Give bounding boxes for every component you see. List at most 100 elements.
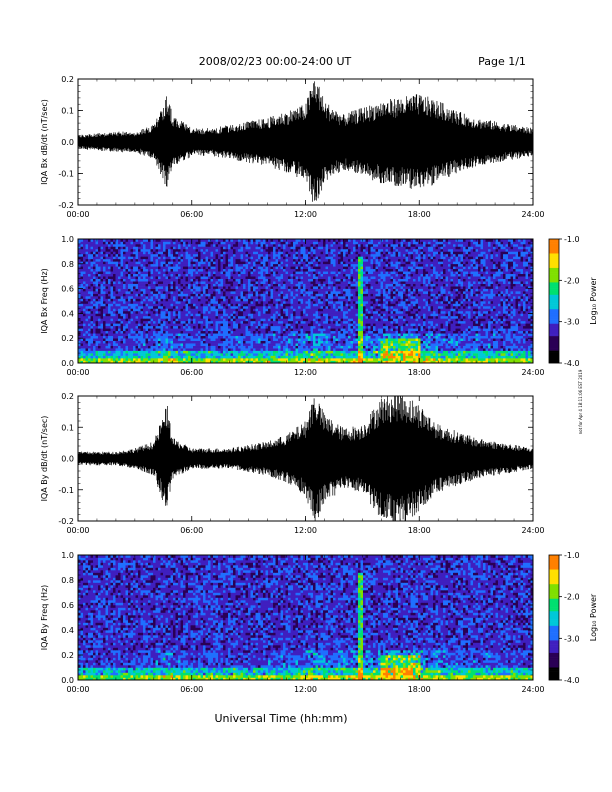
heatmap-cell xyxy=(348,320,351,324)
heatmap-cell xyxy=(343,353,346,356)
heatmap-cell xyxy=(258,338,261,341)
heatmap-cell xyxy=(370,335,374,339)
heatmap-cell xyxy=(145,333,149,337)
heatmap-cell xyxy=(408,340,411,344)
heatmap-cell xyxy=(210,308,214,312)
heatmap-cell xyxy=(498,305,501,309)
heatmap-cell xyxy=(513,360,516,364)
heatmap-cell xyxy=(298,330,301,334)
heatmap-cell xyxy=(475,353,479,356)
heatmap-cell xyxy=(383,343,386,346)
heatmap-cell xyxy=(110,323,114,327)
heatmap-cell xyxy=(250,350,254,354)
heatmap-cell xyxy=(308,350,311,354)
heatmap-cell xyxy=(523,353,526,356)
heatmap-cell xyxy=(123,303,126,307)
heatmap-cell xyxy=(410,315,414,319)
heatmap-cell xyxy=(415,338,419,341)
heatmap-cell xyxy=(85,328,89,332)
heatmap-cell xyxy=(245,360,249,364)
heatmap-cell xyxy=(260,301,264,304)
heatmap-cell xyxy=(210,338,214,341)
heatmap-cell xyxy=(275,360,279,364)
heatmap-cell xyxy=(508,343,511,346)
heatmap-cell xyxy=(465,310,469,314)
heatmap-cell xyxy=(365,315,369,319)
heatmap-cell xyxy=(298,335,301,339)
heatmap-cell xyxy=(368,338,371,341)
heatmap-cell xyxy=(485,310,489,314)
heatmap-cell xyxy=(295,340,299,344)
heatmap-cell xyxy=(93,298,96,302)
heatmap-cell xyxy=(460,338,464,341)
heatmap-cell xyxy=(490,328,494,332)
heatmap-cell xyxy=(163,330,166,334)
heatmap-cell xyxy=(178,325,181,329)
heatmap-cell xyxy=(270,360,274,364)
heatmap-cell xyxy=(193,315,196,319)
heatmap-cell xyxy=(253,296,256,299)
heatmap-cell xyxy=(123,308,126,312)
heatmap-cell xyxy=(320,320,324,324)
heatmap-cell xyxy=(373,315,376,319)
heatmap-cell xyxy=(315,348,319,351)
heatmap-cell xyxy=(463,355,466,359)
heatmap-cell xyxy=(423,305,426,309)
heatmap-cell xyxy=(285,320,289,324)
heatmap-cell xyxy=(325,348,329,351)
heatmap-cell xyxy=(315,301,319,304)
heatmap-cell xyxy=(435,330,439,334)
heatmap-cell xyxy=(178,310,181,314)
heatmap-cell xyxy=(248,340,251,344)
heatmap-cell xyxy=(288,313,291,317)
heatmap-cell xyxy=(173,338,176,341)
heatmap-cell xyxy=(238,323,241,327)
heatmap-cell xyxy=(330,345,334,349)
heatmap-cell xyxy=(470,340,474,344)
heatmap-cell xyxy=(205,330,209,334)
heatmap-cell xyxy=(108,328,111,332)
heatmap-cell xyxy=(223,318,226,322)
heatmap-cell xyxy=(203,301,206,304)
heatmap-cell xyxy=(290,343,294,346)
heatmap-cell xyxy=(300,335,304,339)
heatmap-cell xyxy=(265,350,269,354)
heatmap-cell xyxy=(468,338,471,341)
heatmap-cell xyxy=(410,308,414,312)
heatmap-cell xyxy=(503,333,506,337)
heatmap-cell xyxy=(120,358,124,361)
heatmap-cell xyxy=(523,298,526,302)
heatmap-cell xyxy=(200,333,204,337)
heatmap-cell xyxy=(178,338,181,341)
heatmap-cell xyxy=(190,343,194,346)
heatmap-cell xyxy=(240,353,244,356)
heatmap-cell xyxy=(443,310,446,314)
heatmap-cell xyxy=(190,333,194,337)
heatmap-cell xyxy=(393,338,396,341)
heatmap-cell xyxy=(510,305,514,309)
heatmap-cell xyxy=(473,350,476,354)
heatmap-cell xyxy=(470,328,474,332)
heatmap-cell xyxy=(468,335,471,339)
heatmap-cell xyxy=(318,345,321,349)
heatmap-cell xyxy=(353,318,356,322)
heatmap-cell xyxy=(240,330,244,334)
heatmap-cell xyxy=(145,348,149,351)
heatmap-cell xyxy=(198,315,201,319)
heatmap-cell xyxy=(270,343,274,346)
heatmap-cell xyxy=(460,358,464,361)
heatmap-cell xyxy=(220,296,224,299)
heatmap-cell xyxy=(518,353,521,356)
heatmap-cell xyxy=(478,333,481,337)
heatmap-cell xyxy=(310,296,314,299)
heatmap-cell xyxy=(278,296,281,299)
heatmap-cell xyxy=(108,325,111,329)
heatmap-cell xyxy=(488,353,491,356)
heatmap-cell xyxy=(95,343,99,346)
heatmap-cell xyxy=(500,335,504,339)
heatmap-cell xyxy=(190,308,194,312)
heatmap-cell xyxy=(520,328,524,332)
heatmap-cell xyxy=(388,298,391,302)
heatmap-cell xyxy=(333,313,336,317)
heatmap-cell xyxy=(295,328,299,332)
